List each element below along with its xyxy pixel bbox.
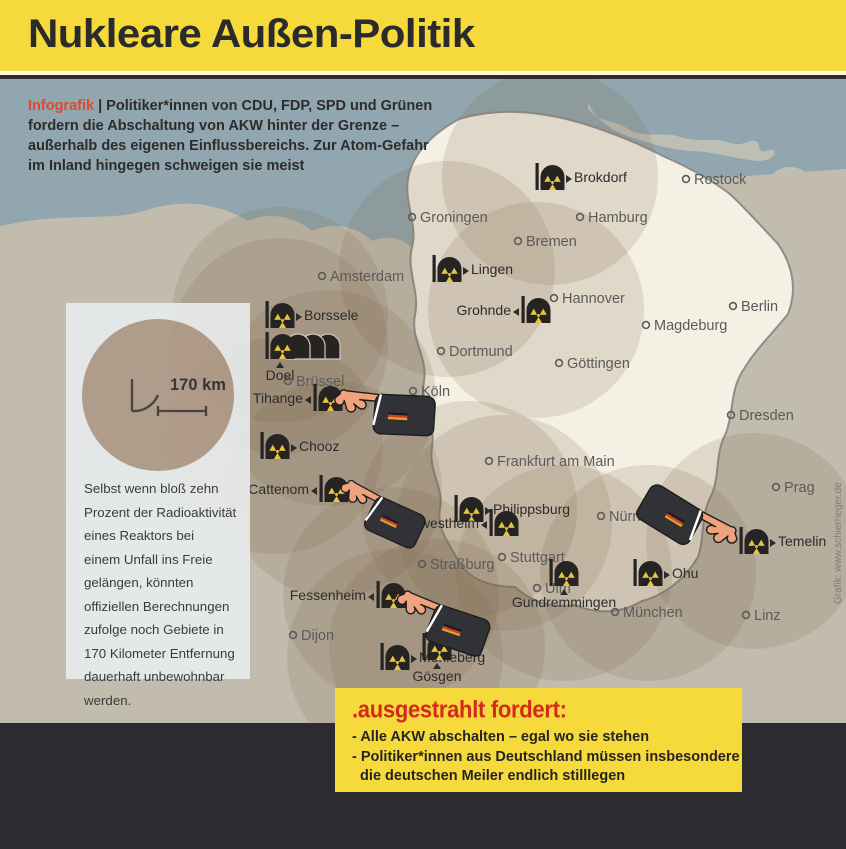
svg-text:Cattenom: Cattenom	[248, 481, 309, 497]
svg-text:Linz: Linz	[754, 608, 781, 624]
svg-text:Straßburg: Straßburg	[430, 557, 494, 573]
svg-text:Dresden: Dresden	[739, 408, 794, 424]
svg-text:Groningen: Groningen	[420, 210, 488, 226]
svg-text:Bremen: Bremen	[526, 234, 577, 250]
svg-text:München: München	[623, 605, 683, 621]
svg-text:Tihange: Tihange	[253, 390, 303, 406]
svg-text:Borssele: Borssele	[304, 307, 359, 323]
svg-text:Fessenheim: Fessenheim	[290, 587, 366, 603]
svg-text:Doel: Doel	[266, 367, 295, 383]
svg-text:Ohu: Ohu	[672, 565, 698, 581]
svg-text:Frankfurt am Main: Frankfurt am Main	[497, 454, 615, 470]
svg-text:Chooz: Chooz	[299, 438, 339, 454]
svg-text:Rostock: Rostock	[694, 172, 747, 188]
svg-text:Magdeburg: Magdeburg	[654, 318, 727, 334]
svg-text:170 km: 170 km	[170, 376, 226, 394]
svg-text:Amsterdam: Amsterdam	[330, 269, 404, 285]
svg-text:Prag: Prag	[784, 480, 815, 496]
svg-text:Göttingen: Göttingen	[567, 356, 630, 372]
svg-text:Stuttgart: Stuttgart	[510, 550, 565, 566]
svg-text:Berlin: Berlin	[741, 299, 778, 315]
svg-text:Gösgen: Gösgen	[412, 668, 461, 684]
svg-text:Brokdorf: Brokdorf	[574, 169, 627, 185]
svg-text:Hamburg: Hamburg	[588, 210, 648, 226]
svg-text:Dortmund: Dortmund	[449, 344, 513, 360]
svg-text:Brüssel: Brüssel	[296, 374, 344, 390]
svg-text:Temelin: Temelin	[778, 533, 826, 549]
svg-text:Lingen: Lingen	[471, 261, 513, 277]
svg-text:Gundremmingen: Gundremmingen	[512, 594, 616, 610]
svg-text:Dijon: Dijon	[301, 628, 334, 644]
svg-text:Hannover: Hannover	[562, 291, 625, 307]
svg-text:Grohnde: Grohnde	[457, 302, 512, 318]
